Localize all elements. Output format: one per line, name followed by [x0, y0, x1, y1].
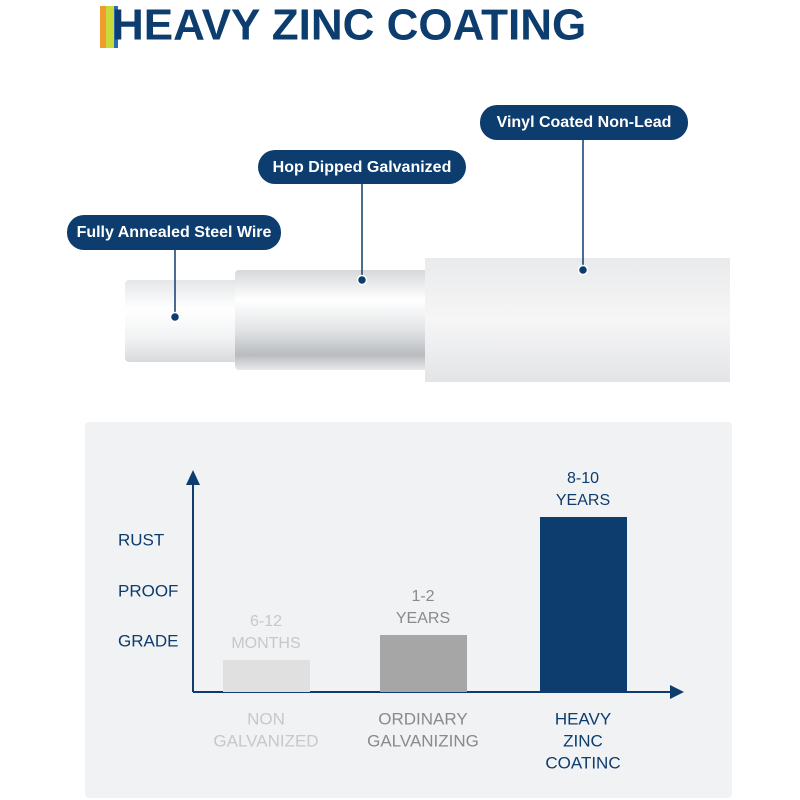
title: HEAVY ZINC COATING	[112, 1, 586, 50]
bar-value-label: 8-10	[567, 470, 599, 487]
category-label: COATINC	[545, 753, 620, 772]
category-label: GALVANIZING	[367, 731, 479, 750]
category-label: HEAVY	[555, 709, 611, 728]
bar-value-label: YEARS	[396, 610, 450, 627]
y-label: PROOF	[118, 581, 178, 600]
chart-panel	[85, 422, 732, 798]
layer-label: Fully Annealed Steel Wire	[77, 224, 272, 241]
category-label: ORDINARY	[378, 709, 467, 728]
callout-dots	[169, 264, 589, 323]
title-icon	[100, 6, 118, 48]
layer-label: Vinyl Coated Non-Lead	[497, 114, 672, 131]
bar-value-label: 1-2	[411, 588, 434, 605]
label-pill	[480, 105, 688, 140]
grade-bar	[223, 660, 310, 692]
zinc-layer	[235, 270, 430, 370]
y-label: RUST	[118, 530, 164, 549]
label-pill	[67, 215, 281, 250]
callout-lines	[174, 140, 584, 317]
y-label: GRADE	[118, 631, 178, 650]
bar-value-label: MONTHS	[231, 635, 300, 652]
category-label: ZINC	[563, 731, 603, 750]
bar-value-label: YEARS	[556, 492, 610, 509]
vinyl-layer	[425, 258, 730, 382]
core-wire	[125, 280, 240, 362]
layer-label: Hop Dipped Galvanized	[273, 159, 452, 176]
label-pill	[258, 150, 466, 184]
bar-value-label: 6-12	[250, 613, 282, 630]
grade-bar	[540, 517, 627, 692]
category-label: GALVANIZED	[213, 731, 318, 750]
grade-bar	[380, 635, 467, 692]
category-label: NON	[247, 709, 285, 728]
